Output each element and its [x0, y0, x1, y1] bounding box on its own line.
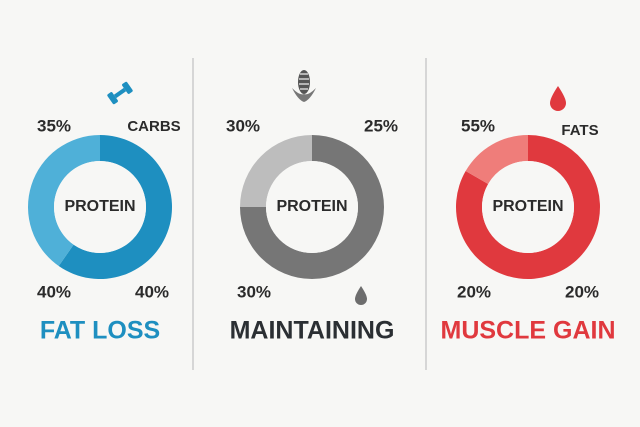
drop-icon — [550, 86, 566, 111]
percent-label: 55% — [461, 116, 495, 135]
panel-title: MUSCLE GAIN — [441, 317, 616, 345]
percent-label: 20% — [457, 282, 491, 301]
panel-title: MAINTAINING — [230, 317, 395, 345]
center-label: PROTEIN — [492, 198, 563, 215]
center-label: PROTEIN — [64, 198, 135, 215]
donut-hole — [482, 161, 574, 253]
donuts — [27, 135, 600, 279]
drop-icon — [355, 286, 367, 305]
percent-label: 40% — [37, 282, 71, 301]
center-label: PROTEIN — [276, 198, 347, 215]
donut-segment — [240, 135, 384, 279]
donut-segment — [465, 135, 528, 184]
corn-icon — [292, 70, 316, 102]
donut-segment — [456, 135, 600, 279]
donut-segment — [240, 135, 312, 207]
donut-segment — [27, 135, 101, 266]
percent-label: 30% — [237, 282, 271, 301]
donut-hole — [54, 161, 146, 253]
macro-label: CARBS — [127, 118, 180, 135]
percent-label: 25% — [364, 116, 398, 135]
panel-title: FAT LOSS — [40, 317, 160, 345]
percent-label: 20% — [565, 282, 599, 301]
dumbbell-icon — [107, 81, 133, 105]
percent-label: 35% — [37, 116, 71, 135]
donut-hole — [266, 161, 358, 253]
donut-segment — [58, 135, 172, 279]
percent-label: 40% — [135, 282, 169, 301]
macro-label: FATS — [561, 122, 598, 139]
percent-label: 30% — [226, 116, 260, 135]
